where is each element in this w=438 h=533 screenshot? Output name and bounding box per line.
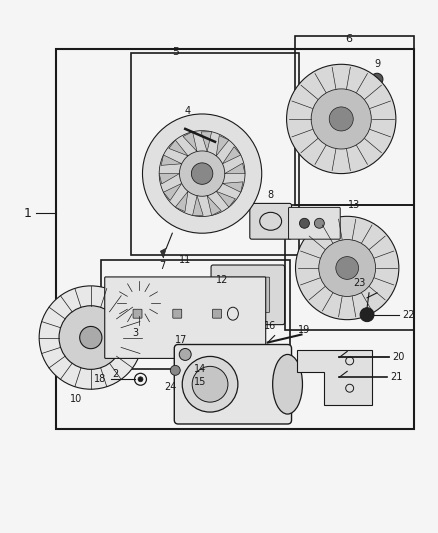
- Text: 4: 4: [184, 106, 190, 116]
- Circle shape: [179, 349, 191, 360]
- Circle shape: [80, 326, 102, 349]
- Text: 1: 1: [23, 207, 31, 220]
- Polygon shape: [216, 135, 229, 156]
- Text: 23: 23: [353, 278, 365, 288]
- Circle shape: [319, 239, 376, 296]
- Circle shape: [314, 219, 324, 228]
- Circle shape: [142, 114, 262, 233]
- FancyBboxPatch shape: [105, 277, 266, 358]
- Circle shape: [371, 73, 383, 85]
- Polygon shape: [169, 140, 188, 156]
- Text: 3: 3: [132, 328, 138, 337]
- Polygon shape: [179, 122, 185, 136]
- Circle shape: [311, 89, 371, 149]
- Polygon shape: [297, 350, 372, 405]
- Text: 13: 13: [348, 200, 360, 211]
- Polygon shape: [223, 182, 243, 192]
- Text: 21: 21: [390, 372, 402, 382]
- Text: 14: 14: [194, 365, 206, 374]
- Circle shape: [39, 286, 142, 389]
- Text: 15: 15: [194, 377, 206, 387]
- Circle shape: [180, 151, 225, 196]
- Polygon shape: [201, 132, 212, 151]
- FancyBboxPatch shape: [289, 207, 340, 239]
- Text: 7: 7: [159, 261, 166, 271]
- Circle shape: [300, 219, 309, 228]
- Text: 2: 2: [113, 369, 119, 379]
- Circle shape: [134, 298, 143, 308]
- Circle shape: [191, 163, 213, 184]
- FancyBboxPatch shape: [174, 344, 292, 424]
- Text: 12: 12: [216, 275, 228, 285]
- Polygon shape: [175, 191, 188, 212]
- Polygon shape: [216, 191, 235, 207]
- Circle shape: [113, 351, 119, 358]
- Circle shape: [109, 348, 123, 361]
- Circle shape: [59, 306, 123, 369]
- Text: 20: 20: [392, 352, 404, 362]
- Polygon shape: [163, 183, 182, 200]
- Text: 5: 5: [172, 47, 179, 58]
- Circle shape: [117, 281, 160, 325]
- Text: 6: 6: [346, 35, 353, 44]
- Circle shape: [192, 366, 228, 402]
- Circle shape: [170, 365, 180, 375]
- FancyBboxPatch shape: [211, 265, 285, 325]
- FancyBboxPatch shape: [173, 309, 182, 318]
- Text: 8: 8: [268, 190, 274, 200]
- Text: 11: 11: [179, 255, 191, 265]
- Text: 16: 16: [264, 320, 276, 330]
- Ellipse shape: [273, 354, 303, 414]
- Polygon shape: [225, 163, 245, 174]
- Circle shape: [296, 216, 399, 320]
- Circle shape: [126, 290, 152, 316]
- Text: 9: 9: [374, 59, 380, 69]
- Polygon shape: [160, 248, 166, 258]
- Circle shape: [286, 64, 396, 174]
- Polygon shape: [193, 196, 203, 215]
- Circle shape: [182, 357, 238, 412]
- Text: 19: 19: [298, 325, 311, 335]
- Text: 18: 18: [93, 374, 106, 384]
- FancyBboxPatch shape: [212, 309, 222, 318]
- Polygon shape: [161, 155, 182, 165]
- Polygon shape: [207, 196, 221, 215]
- Circle shape: [159, 131, 245, 216]
- FancyBboxPatch shape: [226, 277, 270, 312]
- Circle shape: [336, 256, 359, 279]
- Polygon shape: [223, 147, 241, 164]
- Bar: [56, 50, 414, 429]
- Polygon shape: [159, 174, 180, 184]
- Circle shape: [360, 308, 374, 321]
- Circle shape: [138, 377, 143, 382]
- Text: 10: 10: [70, 394, 82, 404]
- FancyBboxPatch shape: [250, 204, 292, 239]
- FancyBboxPatch shape: [133, 309, 142, 318]
- Polygon shape: [183, 132, 197, 151]
- Text: 24: 24: [164, 382, 177, 392]
- Text: 17: 17: [175, 335, 187, 344]
- Circle shape: [329, 107, 353, 131]
- Text: 22: 22: [402, 310, 414, 320]
